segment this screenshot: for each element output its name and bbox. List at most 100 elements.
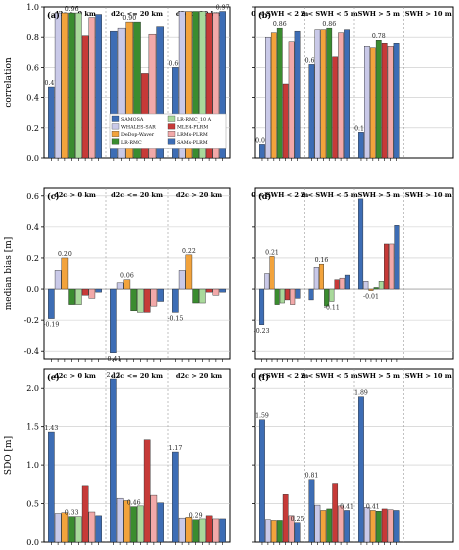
y-axis-label: median bias [m] [4, 237, 14, 311]
group-title: d2c > 20 km [176, 372, 222, 380]
data-label: 0.78 [372, 33, 386, 40]
bar [318, 263, 324, 290]
data-label: 0.86 [322, 21, 336, 28]
bar [314, 29, 321, 159]
bar [157, 288, 164, 302]
bar [274, 288, 280, 305]
y-tick-label: 2.0 [26, 384, 39, 393]
bar [264, 273, 270, 290]
bar [387, 509, 394, 543]
bar [358, 396, 364, 543]
panel-frame-c [43, 187, 231, 360]
data-label: -0.11 [324, 304, 340, 311]
bar [375, 40, 382, 159]
data-label: -0.15 [167, 315, 183, 322]
data-label: 0.62 [305, 57, 319, 64]
bar [48, 86, 55, 159]
data-label: 0.21 [265, 249, 279, 256]
panel-label: (e) [47, 372, 60, 382]
data-label: -0.41 [105, 356, 121, 363]
bar [110, 288, 117, 353]
group-title: 0 < SWH < 2 m [251, 10, 308, 18]
y-tick-label: 0.4 [26, 223, 39, 232]
group-title: d2c > 20 km [176, 191, 222, 199]
bar [378, 281, 384, 290]
legend-swatch [167, 138, 176, 145]
data-label: 0.22 [182, 248, 196, 255]
bar [81, 485, 89, 543]
group-title: 2 < SWH < 5 m [301, 191, 358, 199]
y-tick-label: 0.6 [26, 192, 39, 201]
bar [364, 507, 370, 543]
y-axis-label: SDO [m] [4, 436, 14, 475]
legend-swatch [111, 131, 120, 137]
bar [387, 46, 394, 159]
bar [172, 451, 179, 543]
bar [276, 27, 283, 159]
bar [285, 288, 291, 301]
legend-swatch [111, 123, 120, 130]
y-tick-label: 0.4 [26, 94, 39, 103]
bar [282, 494, 289, 543]
bar [75, 12, 82, 159]
bar [81, 288, 89, 296]
bar [368, 288, 374, 291]
y-axis-label: correlation [4, 57, 14, 108]
group-title: d2c <= 20 km [111, 10, 163, 18]
bar [384, 243, 390, 290]
panel-label: (f) [258, 372, 269, 382]
bar [116, 497, 124, 543]
bar [329, 288, 335, 302]
bar [54, 513, 62, 543]
group-title: d2c > 0 km [54, 372, 96, 380]
data-label: -0.23 [254, 328, 270, 335]
group-title: 2 < SWH < 5 m [301, 10, 358, 18]
group-title: d2c > 0 km [54, 191, 96, 199]
y-tick-label: -0.4 [24, 347, 39, 356]
bar [95, 515, 102, 543]
bar [137, 288, 144, 313]
legend-swatch [111, 138, 120, 145]
bar [270, 32, 277, 159]
legend-swatch [167, 115, 176, 122]
bar [369, 47, 376, 159]
panel-label: (a) [47, 10, 60, 20]
legend-entry: LR-RMC [121, 140, 142, 146]
bar [178, 270, 186, 290]
bar [265, 519, 271, 543]
y-tick-label: 0.5 [26, 500, 39, 509]
data-label: 0.33 [65, 510, 79, 517]
bar [68, 516, 75, 543]
group-title: 0 < SWH < 2 m [251, 191, 308, 199]
bar [308, 288, 314, 301]
bar [123, 279, 131, 290]
group-title: d2c <= 20 km [111, 372, 163, 380]
data-label: 0.47 [44, 80, 58, 87]
bar [269, 256, 275, 290]
data-label: 0.09 [255, 137, 269, 144]
bar [334, 279, 340, 290]
bar [205, 515, 213, 543]
bar [324, 288, 330, 307]
bar [88, 511, 96, 543]
bar [308, 479, 315, 543]
bar [259, 288, 265, 325]
bar [212, 518, 220, 543]
legend-entry: LR-RMC_10 A [177, 117, 212, 123]
legend-entry: SAMs-PLRM [177, 140, 208, 146]
group-title: 2 < SWH < 5 m [301, 372, 358, 380]
bar [344, 29, 350, 159]
bar [320, 29, 327, 159]
bar [338, 32, 344, 159]
bar [143, 439, 151, 543]
bar [326, 508, 333, 543]
bar [157, 502, 164, 543]
bar [259, 144, 265, 159]
legend-entry: MLE4-PLRM [177, 125, 208, 131]
panel-frame-e [43, 368, 231, 543]
bar [314, 504, 321, 543]
group-title: SWH > 10 m [405, 10, 452, 18]
bar [389, 243, 395, 290]
bar [88, 17, 96, 159]
